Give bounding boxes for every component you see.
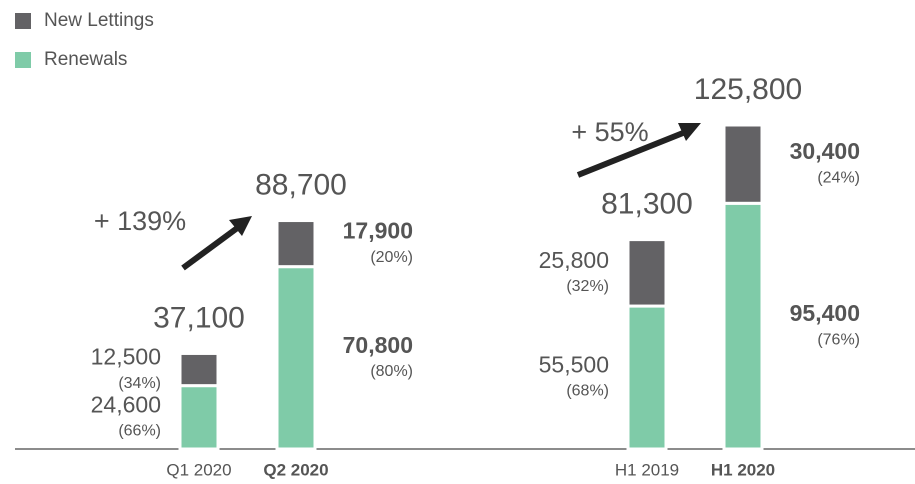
share-label: (20%): [370, 249, 413, 266]
value-label: 24,600: [91, 391, 161, 417]
value-label: 17,900: [343, 218, 413, 244]
share-label: (76%): [817, 331, 860, 348]
x-tick-label: Q2 2020: [263, 460, 328, 479]
share-label: (24%): [817, 169, 860, 186]
bar-segment: [626, 238, 668, 308]
arrow: [576, 128, 690, 178]
value-label: 55,500: [539, 352, 609, 378]
x-tick-label: Q1 2020: [166, 460, 231, 479]
legend-label: Renewals: [44, 49, 127, 70]
growth-label: + 139%: [94, 206, 186, 236]
bar-segment: [275, 265, 317, 451]
share-label: (66%): [118, 423, 161, 440]
total-label: 125,800: [694, 73, 802, 106]
bar-segment: [275, 219, 317, 269]
x-tick-label: H1 2020: [711, 460, 775, 479]
total-label: 37,100: [153, 301, 245, 334]
share-label: (80%): [370, 363, 413, 380]
value-label: 70,800: [343, 332, 413, 358]
value-label: 95,400: [790, 300, 860, 326]
arrow-head: [229, 216, 252, 236]
value-label: 30,400: [790, 138, 860, 164]
bar-segment: [722, 123, 764, 205]
legend-swatch: [15, 52, 31, 68]
bar-segment: [626, 304, 668, 451]
bar-segment: [178, 351, 220, 388]
value-label: 25,800: [539, 247, 609, 273]
legend-swatch: [15, 13, 31, 29]
total-label: 88,700: [255, 168, 347, 201]
bar-segment: [178, 384, 220, 451]
share-label: (34%): [118, 375, 161, 392]
share-label: (68%): [566, 383, 609, 400]
share-label: (32%): [566, 278, 609, 295]
total-label: 81,300: [601, 188, 693, 221]
legend-label: New Lettings: [44, 10, 154, 31]
arrow-head: [678, 123, 701, 141]
arrow: [181, 223, 242, 271]
bar-segment: [722, 201, 764, 451]
growth-label: + 55%: [571, 117, 648, 147]
value-label: 12,500: [91, 344, 161, 370]
x-tick-label: H1 2019: [615, 460, 679, 479]
growth-arrows: [181, 123, 701, 271]
